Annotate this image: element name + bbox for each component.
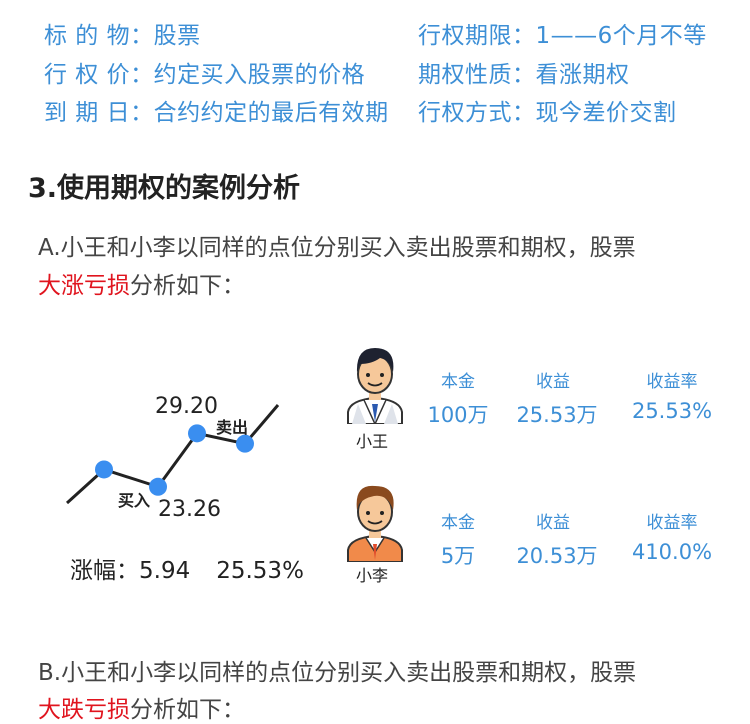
stat-header-profit-2: 收益 <box>536 513 570 533</box>
section-title: 3.使用期权的案例分析 <box>28 173 301 204</box>
info-exercise-period: 行权期限：1——6个月不等 <box>418 23 707 49</box>
stat-header-rate: 收益率 <box>646 372 698 392</box>
para-b-highlight: 大跌亏损 <box>38 697 130 723</box>
label-buy: 买入 <box>118 491 151 510</box>
price-marker-4 <box>236 434 254 453</box>
price-marker-3 <box>188 424 206 443</box>
info-strike-price: 行 权 价：约定买入股票的价格 <box>44 62 366 88</box>
info-option-type: 期权性质：看涨期权 <box>418 62 630 88</box>
stat-header-rate-2: 收益率 <box>646 513 698 533</box>
stat-rate-wang: 25.53% <box>631 399 713 423</box>
label-high-price: 29.20 <box>155 394 218 419</box>
price-marker-1 <box>95 460 113 479</box>
avatar-name-li: 小李 <box>356 566 389 585</box>
para-b-line1: B.小王和小李以同样的点位分别买入卖出股票和期权，股票 <box>38 660 637 686</box>
para-a-line2: 大涨亏损分析如下： <box>38 273 245 299</box>
label-sell: 卖出 <box>216 418 249 437</box>
stat-header-principal: 本金 <box>441 372 475 392</box>
para-a-line1: A.小王和小李以同样的点位分别买入卖出股票和期权，股票 <box>38 235 636 261</box>
stat-header-profit: 收益 <box>536 372 570 392</box>
rise-summary: 涨幅：5.94 25.53% <box>70 558 304 584</box>
man-avatar-icon <box>347 485 403 562</box>
stat-profit-li: 20.53万 <box>516 544 598 568</box>
stat-profit-wang: 25.53万 <box>516 403 598 427</box>
para-a-highlight: 大涨亏损 <box>38 273 130 299</box>
info-expiry: 到 期 日：合约约定的最后有效期 <box>44 100 389 126</box>
para-b-line2: 大跌亏损分析如下： <box>38 697 245 723</box>
stat-principal-li: 5万 <box>440 544 476 568</box>
stat-rate-li: 410.0% <box>631 540 713 564</box>
info-underlying: 标 的 物：股票 <box>44 23 201 49</box>
info-settlement: 行权方式：现今差价交割 <box>418 100 677 126</box>
stat-header-principal-2: 本金 <box>441 513 475 533</box>
avatar-name-wang: 小王 <box>356 432 389 451</box>
businessman-avatar-icon <box>347 348 403 424</box>
price-marker-2 <box>149 477 167 496</box>
stat-principal-wang: 100万 <box>427 403 489 427</box>
label-low-price: 23.26 <box>158 497 221 522</box>
